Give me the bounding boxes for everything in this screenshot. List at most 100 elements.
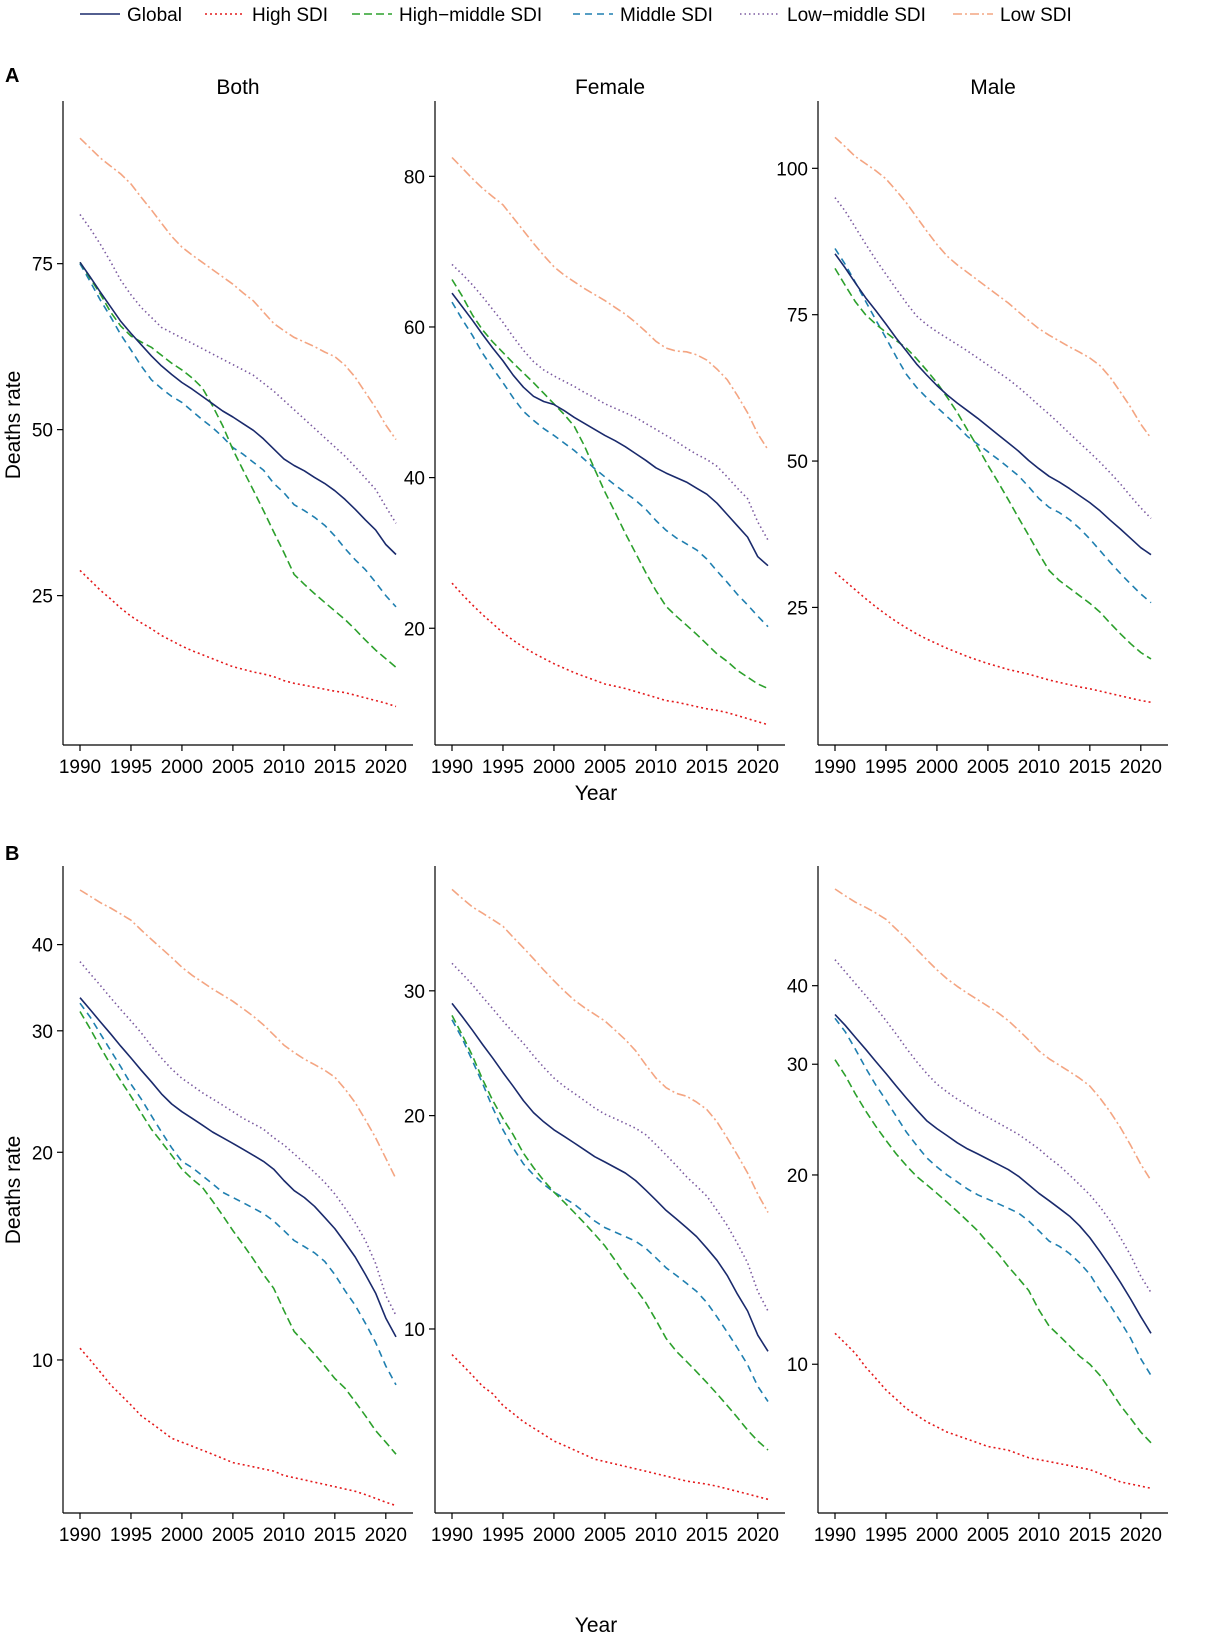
panel-a-1-x-tick-label: 1990	[59, 757, 101, 778]
panel-b-2-series-high-middle-sdi	[451, 1015, 769, 1451]
panel-b-3-y-tick-label: 30	[787, 1055, 808, 1076]
panel-b-3-y-tick-label: 10	[787, 1355, 808, 1376]
panel-b-1-x-tick-label: 1990	[59, 1525, 101, 1546]
panel-a-1-series-low-middle-sdi	[79, 214, 397, 524]
legend-label-global: Global	[127, 5, 182, 26]
panel-b-3-series-high-middle-sdi	[834, 1059, 1152, 1444]
panel-b-3-x-tick-label: 2010	[1018, 1525, 1060, 1546]
panel-a-2-y-tick-label: 20	[404, 619, 425, 640]
panel-b-1-x-tick-label: 2010	[263, 1525, 305, 1546]
panel-b-2-y-tick-label: 30	[404, 982, 425, 1003]
y-axis-title-b: Deaths rate	[2, 1136, 25, 1245]
panel-a-1-series-high-middle-sdi	[79, 261, 397, 668]
panel-label-a: A	[5, 65, 19, 87]
panel-b-1-series-low-middle-sdi	[79, 961, 397, 1316]
panel-b-2-x-tick-label: 2000	[533, 1525, 575, 1546]
panel-a-2-series-low-sdi	[451, 156, 769, 451]
panel-a-2-x-tick-label: 2015	[686, 757, 728, 778]
panel-b-2-x-tick-label: 2010	[635, 1525, 677, 1546]
panel-a-1-series-middle-sdi	[79, 263, 397, 608]
panel-b-3-x-tick-label: 2015	[1069, 1525, 1111, 1546]
panel-a-3-series-low-sdi	[834, 136, 1152, 439]
panel-b-2-x-tick-label: 2020	[737, 1525, 779, 1546]
panel-a-3-series-middle-sdi	[834, 248, 1152, 604]
panel-b-1-series-low-sdi	[79, 889, 397, 1180]
panel-a-1-x-tick-label: 2005	[212, 757, 254, 778]
panel-a-2-series-high-sdi	[451, 582, 769, 726]
panel-b-1-series-middle-sdi	[79, 1002, 397, 1386]
panel-b-3-x-tick-label: 2000	[916, 1525, 958, 1546]
panel-a-1-x-tick-label: 2015	[314, 757, 356, 778]
panel-a-2-series-high-middle-sdi	[451, 279, 769, 690]
panel-b-3-x-tick-label: 2020	[1120, 1525, 1162, 1546]
panel-b-1-y-tick-label: 40	[32, 936, 53, 957]
panel-a-3-series-low-middle-sdi	[834, 197, 1152, 519]
panel-b-3-series-low-middle-sdi	[834, 959, 1152, 1294]
panel-a-1-y-tick-label: 75	[32, 255, 53, 276]
panel-b-2-y-tick-label: 20	[404, 1107, 425, 1128]
panel-b-1-x-tick-label: 2015	[314, 1525, 356, 1546]
panel-a-3-y-tick-label: 25	[787, 598, 808, 619]
panel-a-2-x-tick-label: 2005	[584, 757, 626, 778]
panel-b-3-series-high-sdi	[834, 1332, 1152, 1490]
x-axis-title-a: Year	[575, 782, 617, 805]
panel-b-2-x-tick-label: 2015	[686, 1525, 728, 1546]
panel-b-2-series-high-sdi	[451, 1354, 769, 1501]
panel-a-1-series-global	[79, 261, 397, 556]
panel-b-2-series-low-sdi	[451, 888, 769, 1213]
panel-a-3-series-global	[834, 253, 1152, 556]
legend-label-low-sdi: Low SDI	[1000, 5, 1072, 26]
panel-b-1-x-tick-label: 2020	[365, 1525, 407, 1546]
panel-a-3-title: Male	[970, 76, 1016, 99]
panel-a-1-y-tick-label: 25	[32, 587, 53, 608]
panel-b-2-series-middle-sdi	[451, 1019, 769, 1402]
panel-b-2-x-tick-label: 1995	[482, 1525, 524, 1546]
panel-b-1-series-high-sdi	[79, 1347, 397, 1507]
panel-a-3-y-tick-label: 75	[787, 306, 808, 327]
panel-a-2-series-global	[451, 292, 769, 567]
panel-b-3-x-tick-label: 1990	[814, 1525, 856, 1546]
panel-a-3-series-high-middle-sdi	[834, 267, 1152, 660]
panel-a-3-x-tick-label: 1990	[814, 757, 856, 778]
panel-a-3-x-tick-label: 2015	[1069, 757, 1111, 778]
panel-a-2-y-tick-label: 80	[404, 167, 425, 188]
panel-b-2-y-tick-label: 10	[404, 1320, 425, 1341]
panel-a-1-title: Both	[216, 76, 259, 99]
panel-a-2-title: Female	[575, 76, 645, 99]
panel-b-2-x-tick-label: 2005	[584, 1525, 626, 1546]
panel-a-2-series-low-middle-sdi	[451, 263, 769, 541]
panel-b-1-y-tick-label: 20	[32, 1143, 53, 1164]
y-axis-title-a: Deaths rate	[2, 371, 25, 480]
panel-label-b: B	[5, 843, 19, 865]
panel-b-1-y-tick-label: 10	[32, 1351, 53, 1372]
x-axis-title-b: Year	[575, 1614, 617, 1637]
panel-b-1-x-tick-label: 1995	[110, 1525, 152, 1546]
panel-b-3-y-tick-label: 20	[787, 1166, 808, 1187]
panel-b-3-x-tick-label: 2005	[967, 1525, 1009, 1546]
panel-b-2-series-low-middle-sdi	[451, 962, 769, 1312]
panel-a-3-x-tick-label: 2005	[967, 757, 1009, 778]
panel-a-2-x-tick-label: 1995	[482, 757, 524, 778]
panel-b-3-series-middle-sdi	[834, 1017, 1152, 1376]
panel-a-1-series-high-sdi	[79, 569, 397, 708]
panel-b-2-series-global	[451, 1002, 769, 1352]
panel-b-1-x-tick-label: 2005	[212, 1525, 254, 1546]
panel-a-1-y-tick-label: 50	[32, 421, 53, 442]
panel-b-2-x-tick-label: 1990	[431, 1525, 473, 1546]
panel-a-1-x-tick-label: 2020	[365, 757, 407, 778]
panel-b-1-y-tick-label: 30	[32, 1022, 53, 1043]
panel-a-3-x-tick-label: 1995	[865, 757, 907, 778]
panel-b-1-x-tick-label: 2000	[161, 1525, 203, 1546]
panel-a-3-x-tick-label: 2020	[1120, 757, 1162, 778]
legend-label-high-middle-sdi: High−middle SDI	[399, 5, 542, 26]
legend-label-low-middle-sdi: Low−middle SDI	[787, 5, 926, 26]
panel-b-1-series-high-middle-sdi	[79, 1011, 397, 1455]
panel-b-3-y-tick-label: 40	[787, 977, 808, 998]
panel-a-1-x-tick-label: 2000	[161, 757, 203, 778]
legend-label-high-sdi: High SDI	[252, 5, 328, 26]
panel-a-3-y-tick-label: 100	[776, 159, 808, 180]
panel-a-3-x-tick-label: 2000	[916, 757, 958, 778]
panel-a-2-x-tick-label: 2010	[635, 757, 677, 778]
